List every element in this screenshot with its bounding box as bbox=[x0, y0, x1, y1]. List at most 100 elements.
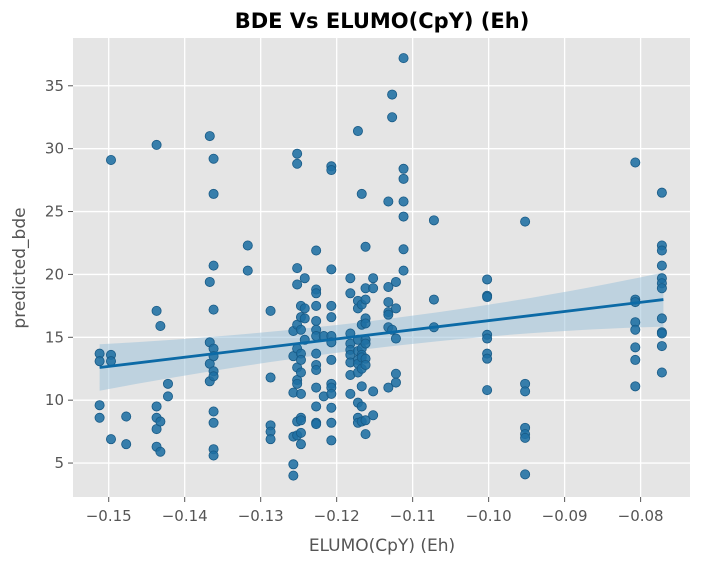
data-point bbox=[151, 305, 162, 316]
data-point bbox=[311, 245, 322, 256]
data-point bbox=[383, 309, 394, 320]
data-point bbox=[360, 294, 371, 305]
data-point bbox=[520, 469, 531, 480]
data-point bbox=[360, 429, 371, 440]
data-point bbox=[326, 402, 337, 413]
data-point bbox=[383, 281, 394, 292]
data-point bbox=[656, 187, 667, 198]
data-point bbox=[656, 313, 667, 324]
data-point bbox=[656, 245, 667, 256]
data-point bbox=[368, 273, 379, 284]
data-point bbox=[208, 188, 219, 199]
data-point bbox=[311, 419, 322, 430]
data-point bbox=[360, 241, 371, 252]
data-point bbox=[292, 148, 303, 159]
data-point bbox=[105, 434, 116, 445]
data-point bbox=[368, 283, 379, 294]
data-point bbox=[356, 381, 367, 392]
confidence-band-group bbox=[99, 272, 664, 391]
data-point bbox=[292, 279, 303, 290]
data-point bbox=[155, 320, 166, 331]
data-point bbox=[345, 273, 356, 284]
data-point bbox=[295, 354, 306, 365]
data-point bbox=[360, 338, 371, 349]
data-point bbox=[155, 446, 166, 457]
data-point bbox=[630, 324, 641, 335]
data-point bbox=[326, 417, 337, 428]
x-tick-label: −0.14 bbox=[162, 507, 208, 525]
data-point bbox=[368, 386, 379, 397]
data-point bbox=[155, 416, 166, 427]
data-point bbox=[295, 415, 306, 426]
confidence-band bbox=[99, 272, 664, 391]
data-point bbox=[299, 303, 310, 314]
data-points bbox=[94, 53, 667, 481]
data-point bbox=[390, 368, 401, 379]
data-point bbox=[656, 260, 667, 271]
data-point bbox=[204, 131, 215, 142]
data-point bbox=[105, 154, 116, 165]
data-point bbox=[398, 244, 409, 255]
data-point bbox=[383, 196, 394, 207]
data-point bbox=[360, 318, 371, 329]
y-tick-label: 5 bbox=[54, 454, 64, 472]
data-point bbox=[398, 211, 409, 222]
data-point bbox=[162, 391, 173, 402]
data-point bbox=[630, 342, 641, 353]
data-point bbox=[398, 265, 409, 276]
data-point bbox=[398, 53, 409, 64]
data-point bbox=[288, 459, 299, 470]
data-point bbox=[94, 356, 105, 367]
data-point bbox=[326, 264, 337, 275]
data-point bbox=[326, 388, 337, 399]
data-point bbox=[398, 173, 409, 184]
x-tick-label: −0.09 bbox=[542, 507, 588, 525]
data-point bbox=[265, 305, 276, 316]
data-point bbox=[656, 367, 667, 378]
data-point bbox=[482, 292, 493, 303]
x-tick-label: −0.10 bbox=[466, 507, 512, 525]
data-point bbox=[311, 401, 322, 412]
plot-area bbox=[73, 38, 690, 497]
data-point bbox=[295, 324, 306, 335]
data-point bbox=[520, 386, 531, 397]
data-point bbox=[208, 153, 219, 164]
data-point bbox=[398, 196, 409, 207]
data-point bbox=[345, 388, 356, 399]
data-point bbox=[326, 165, 337, 176]
y-tick-label: 10 bbox=[45, 391, 64, 409]
y-tick-label: 15 bbox=[45, 328, 64, 346]
data-point bbox=[387, 89, 398, 100]
data-point bbox=[630, 157, 641, 168]
x-tick-label: −0.13 bbox=[238, 507, 284, 525]
data-point bbox=[311, 364, 322, 375]
data-point bbox=[295, 367, 306, 378]
x-axis-label: ELUMO(CpY) (Eh) bbox=[309, 536, 455, 556]
data-point bbox=[94, 400, 105, 411]
data-point bbox=[292, 158, 303, 169]
chart-title: BDE Vs ELUMO(CpY) (Eh) bbox=[235, 9, 530, 33]
data-point bbox=[295, 439, 306, 450]
y-tick-labels: 5 10 15 20 25 30 35 bbox=[45, 77, 73, 472]
data-point bbox=[151, 401, 162, 412]
data-point bbox=[292, 378, 303, 389]
y-axis-label: predicted_bde bbox=[10, 207, 30, 328]
data-point bbox=[326, 312, 337, 323]
data-point bbox=[326, 354, 337, 365]
data-point bbox=[242, 265, 253, 276]
data-point bbox=[242, 240, 253, 251]
data-point bbox=[121, 411, 132, 422]
data-point bbox=[383, 382, 394, 393]
data-point bbox=[390, 276, 401, 287]
data-point bbox=[356, 188, 367, 199]
x-tick-label: −0.15 bbox=[86, 507, 132, 525]
regression-line-group bbox=[99, 298, 664, 369]
data-point bbox=[390, 303, 401, 314]
data-point bbox=[208, 304, 219, 315]
data-point bbox=[390, 377, 401, 388]
y-tick-label: 35 bbox=[45, 77, 64, 95]
data-point bbox=[208, 450, 219, 461]
data-point bbox=[630, 381, 641, 392]
data-point bbox=[94, 412, 105, 423]
